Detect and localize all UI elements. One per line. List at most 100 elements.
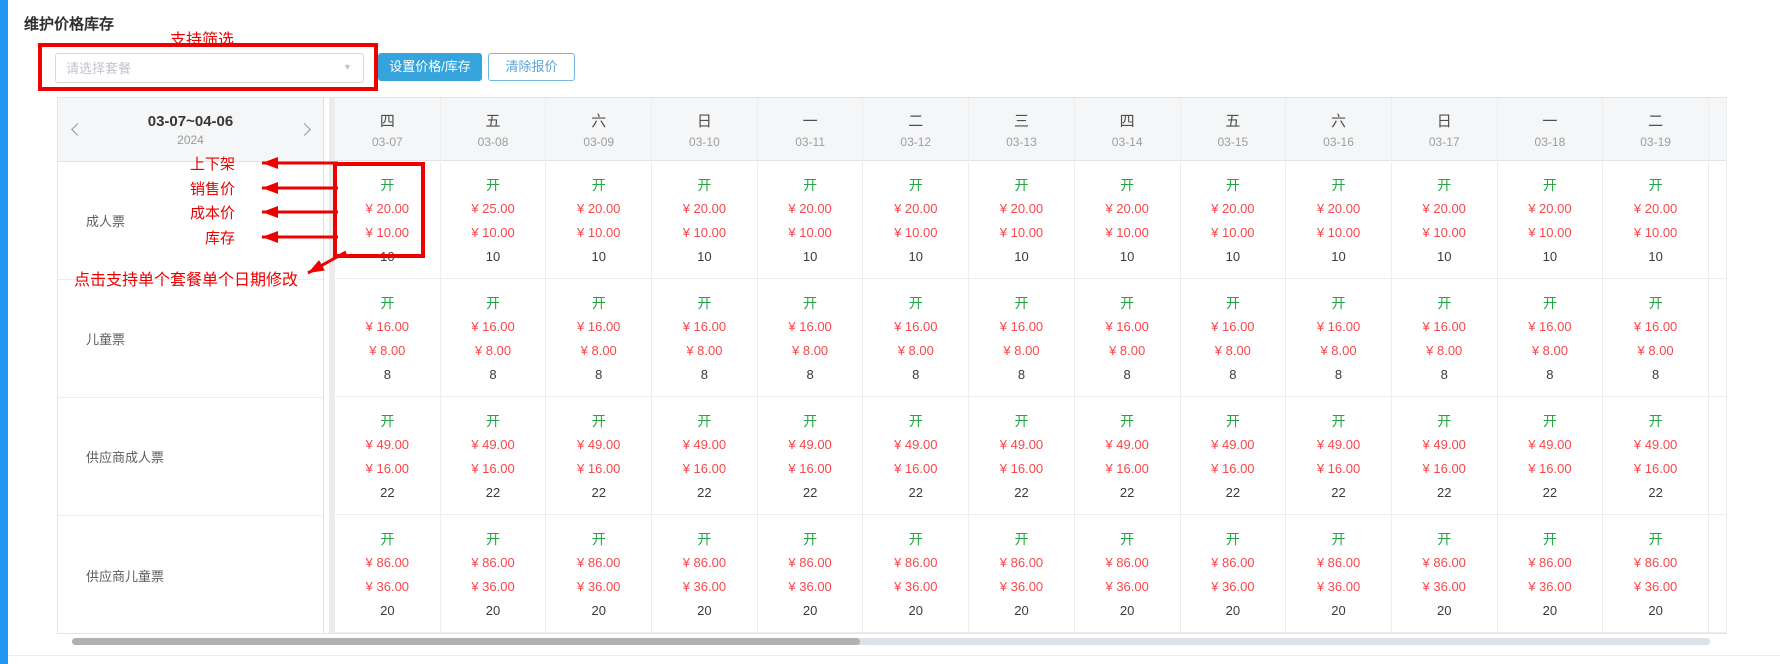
date-header: 四 03-14 (1074, 98, 1180, 161)
weekday-label: 六 (1331, 112, 1347, 130)
price-cell[interactable]: 开 ¥ 25.00 ¥ 10.00 10 (440, 161, 546, 279)
cell-sale-price: ¥ 86.00 (894, 555, 938, 570)
cell-cost-price: ¥ 10.00 (1105, 225, 1149, 240)
date-label: 03-07 (371, 134, 403, 149)
cell-cost-price: ¥ 36.00 (1316, 579, 1361, 594)
horizontal-scrollbar-thumb[interactable] (72, 638, 860, 645)
price-cell[interactable]: 开 ¥ 86.00 ¥ 36.00 20 (1603, 515, 1708, 633)
price-cell[interactable]: 开 ¥ 86.00 ¥ 36.00 20 (1391, 515, 1497, 633)
package-select[interactable] (55, 53, 364, 83)
year-label: 2024 (177, 132, 204, 147)
cell-status: 开 (1648, 531, 1663, 547)
price-cell[interactable]: 开 ¥ 86.00 ¥ 36.00 20 (757, 515, 863, 633)
price-cell[interactable]: 开 ¥ 20.00 ¥ 10.00 10 (969, 161, 1074, 279)
prev-range-button[interactable] (60, 98, 94, 161)
next-range-button[interactable] (287, 98, 321, 161)
bottom-divider (8, 655, 1780, 656)
cell-status: 开 (1014, 177, 1029, 193)
cell-sale-price: ¥ 16.00 (471, 319, 515, 334)
cell-stock: 22 (1542, 485, 1558, 500)
price-cell[interactable]: 开 ¥ 49.00 ¥ 16.00 22 (863, 397, 969, 515)
cell-status: 开 (803, 177, 818, 193)
price-cell[interactable]: 开 ¥ 49.00 ¥ 16.00 22 (1603, 397, 1708, 515)
set-price-button[interactable]: 设置价格/库存 (378, 53, 482, 81)
price-cell[interactable]: 开 ¥ 20.00 ¥ 10.00 10 (1286, 161, 1391, 279)
cell-cost-price: ¥ 36.00 (471, 579, 515, 594)
cell-sale-price: ¥ 86.00 (999, 555, 1044, 570)
price-cell[interactable]: 开 ¥ 16.00 ¥ 8.00 8 (757, 279, 863, 397)
price-calendar: 03-07~04-06 2024 成人票 儿童票 供应商成人票 供应商儿童票 四 03-… (57, 97, 1727, 634)
cell-sale-price: ¥ 16.00 (365, 319, 410, 334)
cell-cost-price: ¥ 16.00 (788, 461, 832, 476)
price-cell[interactable]: 开 ¥ 20.00 ¥ 10.00 10 (1180, 161, 1286, 279)
price-cell[interactable]: 开 ¥ 20.00 ¥ 10.00 10 (335, 161, 440, 279)
vertical-divider (324, 98, 335, 633)
cell-cost-price: ¥ 8.00 (1637, 343, 1674, 358)
cell-status: 开 (1542, 413, 1557, 429)
price-cell[interactable]: 开 ¥ 49.00 ¥ 16.00 22 (546, 397, 652, 515)
price-cell[interactable]: 开 ¥ 16.00 ¥ 8.00 8 (440, 279, 546, 397)
price-cell[interactable]: 开 ¥ 49.00 ¥ 16.00 22 (652, 397, 757, 515)
price-cell[interactable]: 开 ¥ 49.00 ¥ 16.00 22 (1286, 397, 1391, 515)
price-cell[interactable]: 开 ¥ 16.00 ¥ 8.00 8 (1391, 279, 1497, 397)
price-cell[interactable]: 开 ¥ 86.00 ¥ 36.00 20 (1497, 515, 1603, 633)
cell-stock: 22 (1225, 485, 1241, 500)
price-cell[interactable]: 开 ¥ 16.00 ¥ 8.00 8 (1286, 279, 1391, 397)
price-cell[interactable]: 开 ¥ 20.00 ¥ 10.00 10 (863, 161, 969, 279)
price-cell[interactable]: 开 ¥ 20.00 ¥ 10.00 10 (1391, 161, 1497, 279)
cell-stock: 20 (1119, 603, 1135, 618)
horizontal-scrollbar-track[interactable] (72, 638, 1710, 645)
price-cell[interactable]: 开 ¥ 86.00 ¥ 36.00 20 (1286, 515, 1391, 633)
date-header: 六 03-16 (1286, 98, 1391, 161)
price-cell[interactable]: 开 ¥ 86.00 ¥ 36.00 20 (652, 515, 757, 633)
cell-cost-price: ¥ 36.00 (1211, 579, 1255, 594)
price-cell[interactable]: 开 ¥ 16.00 ¥ 8.00 8 (335, 279, 440, 397)
price-cell[interactable]: 开 ¥ 20.00 ¥ 10.00 10 (1074, 161, 1180, 279)
price-cell[interactable]: 开 ¥ 16.00 ¥ 8.00 8 (969, 279, 1074, 397)
date-column: 日 03-17 开 ¥ 20.00 ¥ 10.00 10 开 ¥ 16.00 ¥ 8.00 8 开 ¥… (1391, 98, 1498, 633)
cell-sale-price: ¥ 86.00 (365, 555, 410, 570)
price-cell[interactable]: 开 ¥ 49.00 ¥ 16.00 22 (440, 397, 546, 515)
price-cell[interactable]: 开 ¥ 49.00 ¥ 16.00 22 (1180, 397, 1286, 515)
price-cell[interactable]: 开 ¥ 86.00 ¥ 36.00 20 (1180, 515, 1286, 633)
price-cell[interactable]: 开 ¥ 86.00 ¥ 36.00 20 (335, 515, 440, 633)
price-cell[interactable]: 开 ¥ 86.00 ¥ 36.00 20 (863, 515, 969, 633)
cell-stock: 22 (802, 485, 818, 500)
price-cell[interactable]: 开 ¥ 20.00 ¥ 10.00 10 (1497, 161, 1603, 279)
price-cell[interactable]: 开 ¥ 49.00 ¥ 16.00 22 (1497, 397, 1603, 515)
cell-stock: 20 (1225, 603, 1241, 618)
cell-status: 开 (1014, 295, 1029, 311)
price-cell[interactable]: 开 ¥ 49.00 ¥ 16.00 22 (1074, 397, 1180, 515)
price-cell[interactable]: 开 ¥ 16.00 ¥ 8.00 8 (546, 279, 652, 397)
price-cell[interactable]: 开 ¥ 16.00 ¥ 8.00 8 (1180, 279, 1286, 397)
price-cell[interactable]: 开 ¥ 86.00 ¥ 36.00 20 (546, 515, 652, 633)
price-cell[interactable]: 开 ¥ 20.00 ¥ 10.00 10 (1603, 161, 1708, 279)
cell-sale-price: ¥ 20.00 (1422, 201, 1466, 216)
cell-stock: 8 (912, 367, 920, 382)
price-cell[interactable]: 开 ¥ 16.00 ¥ 8.00 8 (863, 279, 969, 397)
price-cell[interactable]: 开 ¥ 16.00 ¥ 8.00 8 (1603, 279, 1708, 397)
price-cell[interactable]: 开 ¥ 16.00 ¥ 8.00 8 (652, 279, 757, 397)
cell-cost-price: ¥ 16.00 (894, 461, 938, 476)
weekday-label: 四 (379, 112, 395, 130)
price-cell[interactable]: 开 ¥ 86.00 ¥ 36.00 20 (969, 515, 1074, 633)
cell-cost-price: ¥ 10.00 (1211, 225, 1255, 240)
price-cell[interactable]: 开 ¥ 49.00 ¥ 16.00 22 (1391, 397, 1497, 515)
price-cell[interactable]: 开 ¥ 20.00 ¥ 10.00 10 (757, 161, 863, 279)
price-cell[interactable]: 开 ¥ 16.00 ¥ 8.00 8 (1074, 279, 1180, 397)
price-cell[interactable]: 开 ¥ 20.00 ¥ 10.00 10 (652, 161, 757, 279)
cell-stock: 10 (802, 249, 818, 264)
cell-sale-price: ¥ 49.00 (1105, 437, 1149, 452)
clear-quote-button[interactable]: 清除报价 (488, 53, 575, 81)
cell-stock: 20 (1331, 603, 1346, 618)
price-cell[interactable]: 开 ¥ 16.00 ¥ 8.00 8 (1497, 279, 1603, 397)
price-cell[interactable]: 开 ¥ 86.00 ¥ 36.00 20 (440, 515, 546, 633)
price-cell[interactable]: 开 ¥ 49.00 ¥ 16.00 22 (757, 397, 863, 515)
price-cell[interactable]: 开 ¥ 86.00 ¥ 36.00 20 (1074, 515, 1180, 633)
price-cell[interactable]: 开 ¥ 49.00 ¥ 16.00 22 (969, 397, 1074, 515)
cell-status: 开 (486, 531, 501, 547)
cell-sale-price: ¥ 49.00 (1633, 437, 1678, 452)
price-cell[interactable]: 开 ¥ 49.00 ¥ 16.00 22 (335, 397, 440, 515)
date-column-partial (1708, 98, 1727, 633)
price-cell[interactable]: 开 ¥ 20.00 ¥ 10.00 10 (546, 161, 652, 279)
